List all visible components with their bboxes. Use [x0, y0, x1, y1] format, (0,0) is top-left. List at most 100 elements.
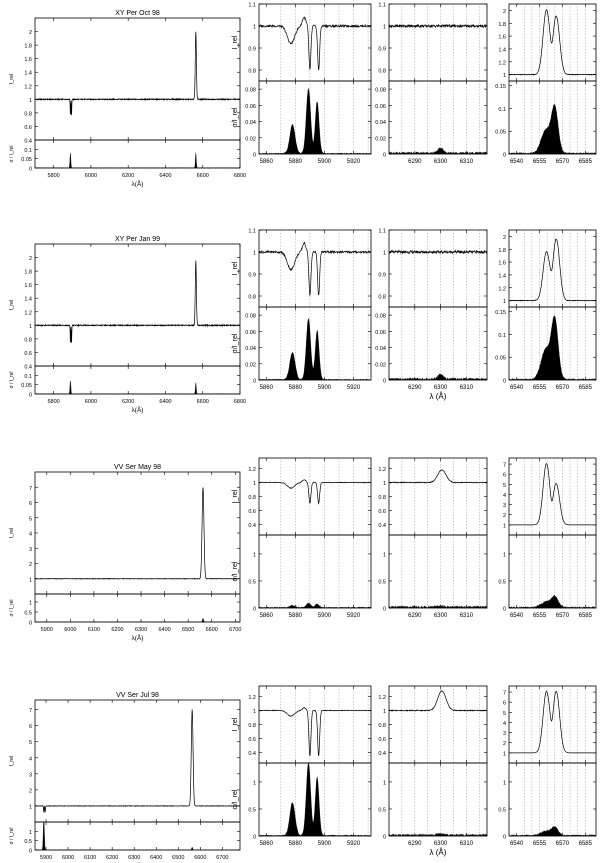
x-tick-label: 6310 [460, 385, 474, 391]
x-tick-label: 6700 [229, 627, 241, 633]
y-tick-label: 1.2 [248, 467, 256, 473]
y-tick-label: 0.6 [248, 509, 256, 515]
y-tick-label: 0.5 [24, 839, 32, 845]
sigma-area [388, 373, 488, 381]
y-tick-label: 1 [383, 780, 386, 786]
y-tick-label: 0 [253, 379, 256, 385]
x-tick-label: 6585 [579, 841, 593, 847]
overview-intensity-panel [34, 699, 241, 823]
y-tick-label: 0.06 [375, 330, 386, 336]
y-tick-label: 7 [503, 691, 506, 697]
y-tick-label: 2 [29, 30, 32, 36]
y-tick-label: 2 [503, 9, 506, 15]
x-tick-label: 6000 [85, 399, 97, 405]
y-tick-label: 1 [383, 709, 386, 715]
y-tick-label: 1 [253, 481, 256, 487]
y-tick-label: 1.2 [498, 286, 506, 292]
y-tick-label: 0.15 [495, 310, 506, 316]
x-tick-label: 6300 [135, 627, 147, 633]
y-tick-label: 0 [383, 835, 386, 841]
x-tick-label: 5900 [318, 841, 332, 847]
y-tick-label: 1.1 [378, 229, 386, 235]
x-tick-label: 6290 [408, 841, 422, 847]
y-tick-label: 0.5 [498, 807, 506, 813]
y-tick-label: 1 [383, 25, 386, 31]
y-tick-label: 1 [29, 804, 32, 810]
sigma-area [258, 88, 372, 155]
y-tick-label: 0.6 [24, 125, 32, 131]
y-tick-label: 1 [503, 780, 506, 786]
x-axis-label: λ (Å) [430, 848, 447, 857]
overview-intensity-panel [34, 471, 241, 595]
y-axis-label: I_rel [9, 756, 15, 767]
sigma-area [508, 825, 597, 837]
intensity-line [508, 9, 597, 76]
x-tick-label: 6290 [408, 385, 422, 391]
x-tick-label: 5800 [48, 399, 60, 405]
y-tick-label: 1.4 [24, 297, 32, 303]
intensity-line [34, 31, 241, 116]
y-tick-label: 0 [503, 153, 506, 159]
intensity-line [388, 469, 488, 484]
y-tick-label: 7 [503, 463, 506, 469]
sigma-area [388, 604, 488, 609]
y-tick-label: 4 [503, 721, 506, 727]
x-tick-label: 5860 [260, 613, 274, 619]
y-tick-label: 7 [29, 486, 32, 492]
x-tick-label: 6500 [172, 855, 184, 861]
sigma-area [508, 315, 597, 381]
y-tick-label: 1.1 [378, 3, 386, 9]
x-tick-label: 6310 [460, 159, 474, 165]
y-tick-label: 1.2 [378, 467, 386, 473]
y-tick-label: 0.08 [375, 314, 386, 320]
y-tick-label: 0.05 [495, 356, 506, 362]
y-axis-label: I_rel [9, 300, 15, 311]
y-tick-label: 1.6 [24, 283, 32, 289]
y-tick-label: 0.05 [21, 157, 32, 163]
y-tick-label: 1.2 [498, 60, 506, 66]
y-tick-label: 0.02 [375, 136, 386, 142]
y-tick-label: 0 [253, 153, 256, 159]
y-tick-label: 0.1 [24, 374, 32, 380]
y-tick-label: 1 [503, 552, 506, 558]
y-tick-label: 4 [29, 756, 32, 762]
intensity-line [258, 241, 372, 297]
y-tick-label: 1.1 [248, 3, 256, 9]
y-tick-label: 1.2 [24, 310, 32, 316]
x-tick-label: 5860 [260, 385, 274, 391]
x-tick-label: 6300 [434, 159, 448, 165]
y-tick-label: 0.05 [21, 383, 32, 389]
y-tick-label: 5 [29, 740, 32, 746]
y-tick-label: 0.06 [245, 330, 256, 336]
y-tick-label: 0.4 [248, 751, 256, 757]
x-tick-label: 5900 [41, 627, 53, 633]
y-tick-label: 0.4 [378, 751, 386, 757]
y-tick-label: 0.06 [245, 104, 256, 110]
x-tick-label: 5860 [260, 841, 274, 847]
y-tick-label: 2 [29, 256, 32, 262]
figure-row: XY Per Oct 98 0.4 0.6 0.8 1 1.2 1.4 1.6 1.8 2 I_re… [9, 3, 597, 188]
y-tick-label: 0 [29, 849, 32, 855]
y-tick-label: 0 [29, 621, 32, 627]
y-tick-label: 0.1 [498, 107, 506, 113]
x-tick-label: 6585 [579, 385, 593, 391]
y-tick-label: 6 [29, 501, 32, 507]
x-tick-label: 6570 [556, 159, 570, 165]
y-tick-label: 0.9 [378, 47, 386, 53]
y-tick-label: 0.08 [245, 314, 256, 320]
x-tick-label: 6290 [408, 159, 422, 165]
zoom-intensity-panel [388, 457, 488, 536]
y-tick-label: 6 [503, 701, 506, 707]
x-tick-label: 6800 [234, 399, 246, 405]
x-tick-label: 6200 [111, 627, 123, 633]
panel-title: VV Ser Jul 98 [116, 692, 159, 699]
x-tick-label: 6310 [460, 613, 474, 619]
zoom-intensity-panel [508, 3, 597, 82]
y-tick-label: 0.9 [248, 47, 256, 53]
y-tick-label: 0.5 [248, 579, 256, 585]
intensity-line [388, 249, 488, 255]
x-tick-label: 6500 [182, 627, 194, 633]
y-tick-label: 0.8 [248, 495, 256, 501]
